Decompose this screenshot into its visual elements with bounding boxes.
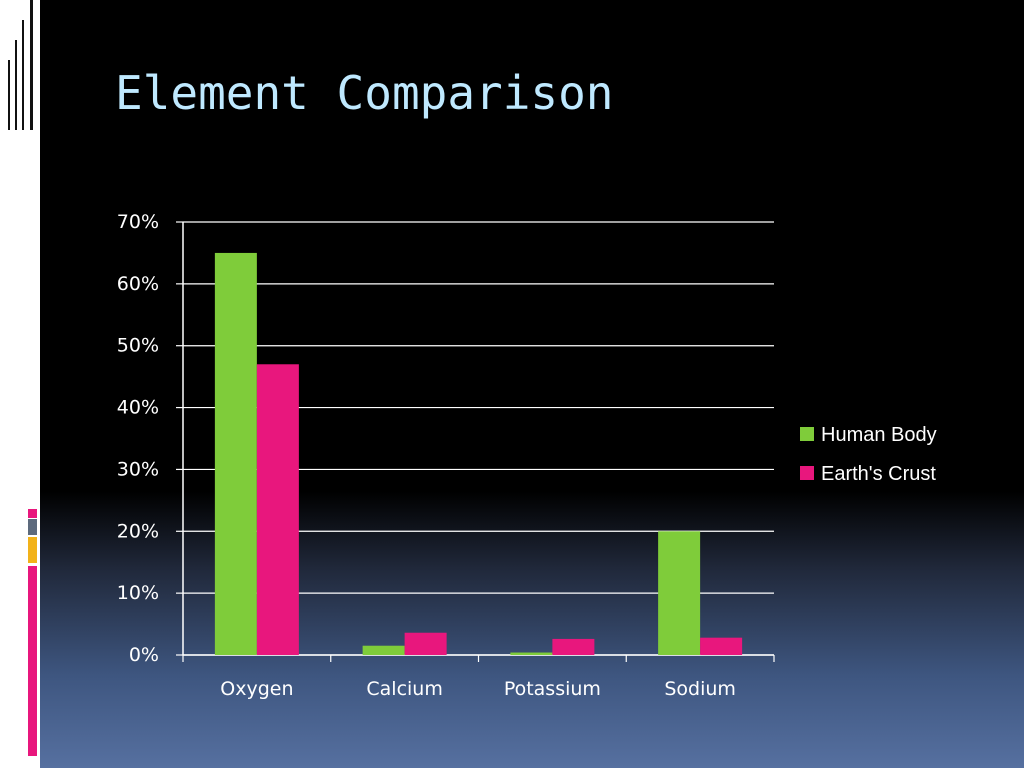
x-tick-label: Sodium	[664, 678, 736, 700]
legend-swatch	[800, 466, 814, 480]
x-tick-label: Potassium	[504, 678, 601, 700]
y-tick-label: 60%	[117, 273, 159, 295]
y-tick-label: 0%	[129, 644, 159, 666]
gold-accent-bar	[28, 537, 37, 563]
bar-human-body-oxygen	[214, 252, 257, 655]
corner-lines-decoration	[8, 0, 33, 130]
y-tick-label: 40%	[117, 397, 159, 419]
bar-earth-s-crust-calcium	[404, 632, 447, 655]
y-tick-label: 30%	[117, 458, 159, 480]
bar-earth-s-crust-potassium	[552, 638, 595, 655]
legend-label: Earth's Crust	[821, 463, 936, 485]
slate-accent-bar	[28, 519, 37, 535]
slide-title: Element Comparison	[115, 66, 614, 120]
y-tick-label: 70%	[117, 211, 159, 233]
legend-swatch	[800, 427, 814, 441]
pink-accent-bar-top	[28, 509, 37, 518]
x-tick-label: Oxygen	[220, 678, 293, 700]
bar-earth-s-crust-oxygen	[256, 364, 299, 655]
bar-earth-s-crust-sodium	[700, 637, 743, 655]
bar-human-body-calcium	[362, 645, 405, 655]
y-tick-label: 20%	[117, 520, 159, 542]
y-tick-label: 50%	[117, 335, 159, 357]
y-tick-label: 10%	[117, 582, 159, 604]
left-margin-strip	[0, 0, 40, 768]
bar-human-body-potassium	[510, 652, 553, 655]
bar-human-body-sodium	[658, 531, 701, 655]
slide-background	[40, 0, 1024, 768]
legend-label: Human Body	[821, 424, 937, 446]
pink-accent-bar-long	[28, 566, 37, 756]
x-tick-label: Calcium	[366, 678, 442, 700]
